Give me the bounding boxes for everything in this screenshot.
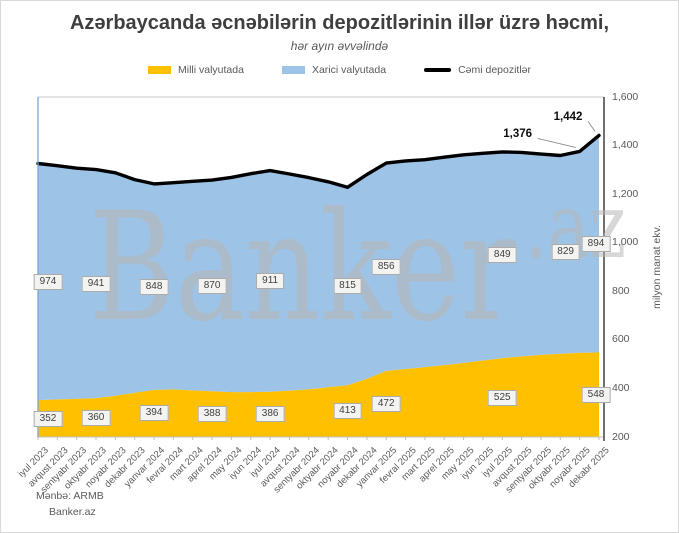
data-label-xarici: 815 [333,278,362,295]
legend-swatch-icon [147,66,171,74]
data-label-milli: 548 [581,386,611,403]
legend-label: Xarici valyutada [311,64,387,76]
data-label-xarici: 894 [581,235,611,252]
data-label-milli: 352 [33,410,63,427]
y-tick-label: 1,400 [612,139,639,152]
chart-title: Azərbaycanda əcnəbilərin depozitlərinin … [69,12,610,34]
line-cemi-depozitler [36,133,601,190]
y-tick-label: 1,200 [612,187,639,200]
data-label-xarici: 849 [487,246,517,263]
source-line-1: Mənbə: ARMB [36,490,104,502]
y-tick-label: 1,000 [612,236,639,249]
data-label-xarici: 829 [551,244,580,261]
legend-swatch-icon [424,68,452,72]
legend-swatch-icon [281,66,305,74]
area-xarici-valyutada [38,135,599,401]
source-note: Mənbə: ARMB Banker.az [36,488,104,520]
label-leader-line [587,121,596,132]
data-label-milli: 360 [81,409,111,426]
y-tick-label: 200 [612,430,630,443]
y-axis-title: milyon manat ekv. [651,225,663,309]
chart-subtitle: hər ayın əvvəlində [290,39,389,53]
source-line-2: Banker.az [49,506,96,518]
data-label-milli: 386 [255,406,285,423]
data-label-milli: 394 [139,405,169,422]
data-label-xarici: 911 [256,273,285,290]
data-label-xarici: 941 [81,275,111,292]
label-leader-line [537,137,576,148]
legend-item-1: Xarici valyutada [281,64,387,76]
data-label-xarici: 870 [197,277,227,294]
data-label-milli: 472 [371,395,401,412]
data-label-total: 1,442 [553,111,583,124]
y-tick-label: 800 [612,284,630,297]
data-label-milli: 413 [333,403,362,420]
y-tick-label: 1,600 [612,90,639,103]
data-label-milli: 525 [487,389,517,406]
y-tick-label: 400 [612,381,630,394]
data-label-total: 1,376 [503,128,533,141]
legend-item-0: Milli valyutada [147,64,244,76]
data-label-xarici: 848 [139,278,169,295]
data-label-xarici: 974 [33,273,63,290]
legend-item-2: Cəmi depozitlər [424,64,531,76]
legend-label: Cəmi depozitlər [458,64,532,76]
legend-label: Milli valyutada [177,64,244,76]
area-milli-valyutada [38,352,599,437]
data-label-milli: 388 [197,406,227,423]
chart-legend: Milli valyutada Xarici valyutada Cəmi depo… [1,64,678,76]
y-tick-label: 600 [612,333,630,346]
data-label-xarici: 856 [371,259,401,275]
